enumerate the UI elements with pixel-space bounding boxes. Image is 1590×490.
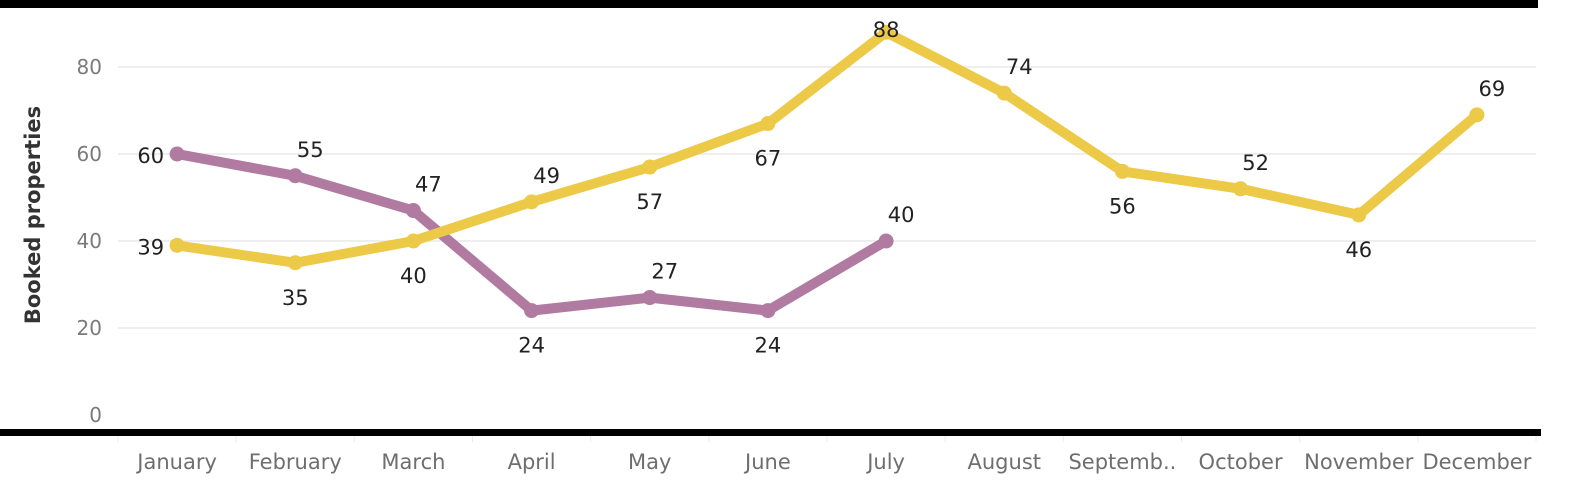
x-tick-label: February bbox=[249, 450, 342, 474]
data-point bbox=[878, 233, 894, 249]
y-axis-label: Booked properties bbox=[21, 106, 45, 324]
data-label: 39 bbox=[137, 235, 164, 259]
y-axis: 0 20 40 60 80 bbox=[77, 55, 102, 427]
x-tick-label: Septemb.. bbox=[1068, 450, 1176, 474]
data-point bbox=[642, 290, 658, 306]
data-point bbox=[405, 233, 421, 249]
data-point bbox=[169, 146, 185, 162]
y-tick-label: 60 bbox=[77, 142, 102, 166]
x-tick-label: April bbox=[508, 450, 556, 474]
data-label: 55 bbox=[297, 138, 324, 162]
data-point bbox=[169, 237, 185, 253]
gridlines bbox=[118, 66, 1536, 329]
y-tick-label: 20 bbox=[77, 316, 102, 340]
data-label: 35 bbox=[282, 286, 309, 310]
data-point bbox=[1114, 163, 1130, 179]
top-border bbox=[0, 0, 1538, 8]
data-point bbox=[287, 255, 303, 271]
x-tick-label: May bbox=[628, 450, 671, 474]
y-tick-label: 0 bbox=[89, 403, 102, 427]
data-label: 69 bbox=[1479, 77, 1506, 101]
data-label: 46 bbox=[1345, 238, 1372, 262]
data-label: 88 bbox=[873, 18, 900, 42]
data-point bbox=[405, 203, 421, 219]
x-tick-label: December bbox=[1422, 450, 1531, 474]
data-label: 49 bbox=[533, 164, 560, 188]
data-label: 67 bbox=[755, 147, 782, 171]
data-label: 74 bbox=[1006, 55, 1033, 79]
data-label: 27 bbox=[651, 260, 678, 284]
data-point bbox=[524, 303, 540, 319]
data-point bbox=[760, 116, 776, 132]
series bbox=[169, 24, 1485, 319]
bottom-axis-border bbox=[0, 429, 1541, 436]
data-point bbox=[1233, 181, 1249, 197]
data-point bbox=[996, 85, 1012, 101]
x-tick-label: July bbox=[865, 450, 905, 474]
data-point bbox=[1351, 207, 1367, 223]
data-point bbox=[287, 168, 303, 184]
data-label: 52 bbox=[1242, 151, 1269, 175]
x-tick-label: November bbox=[1304, 450, 1414, 474]
data-labels: 60 55 47 24 27 24 40 39 35 40 49 57 67 88 74 56 52 46 69 bbox=[137, 18, 1505, 357]
data-point bbox=[524, 194, 540, 210]
data-label: 40 bbox=[400, 264, 427, 288]
data-label: 24 bbox=[518, 334, 545, 358]
x-tick-label: June bbox=[743, 450, 791, 474]
x-tick-label: August bbox=[968, 450, 1042, 474]
y-tick-label: 80 bbox=[77, 55, 102, 79]
data-label: 56 bbox=[1109, 194, 1136, 218]
x-tick-label: January bbox=[135, 450, 217, 474]
data-point bbox=[878, 24, 894, 40]
data-point bbox=[760, 303, 776, 319]
x-tick-label: March bbox=[381, 450, 445, 474]
data-label: 24 bbox=[755, 334, 782, 358]
data-point bbox=[1469, 107, 1485, 123]
series-line-1 bbox=[172, 27, 1482, 268]
x-tick-label: October bbox=[1199, 450, 1283, 474]
x-axis: January February March April May June July Augu… bbox=[117, 436, 1537, 474]
y-tick-label: 40 bbox=[77, 229, 102, 253]
data-label: 47 bbox=[415, 173, 442, 197]
data-label: 40 bbox=[888, 203, 915, 227]
data-label: 57 bbox=[636, 190, 663, 214]
data-label: 60 bbox=[137, 144, 164, 168]
data-point bbox=[642, 159, 658, 175]
